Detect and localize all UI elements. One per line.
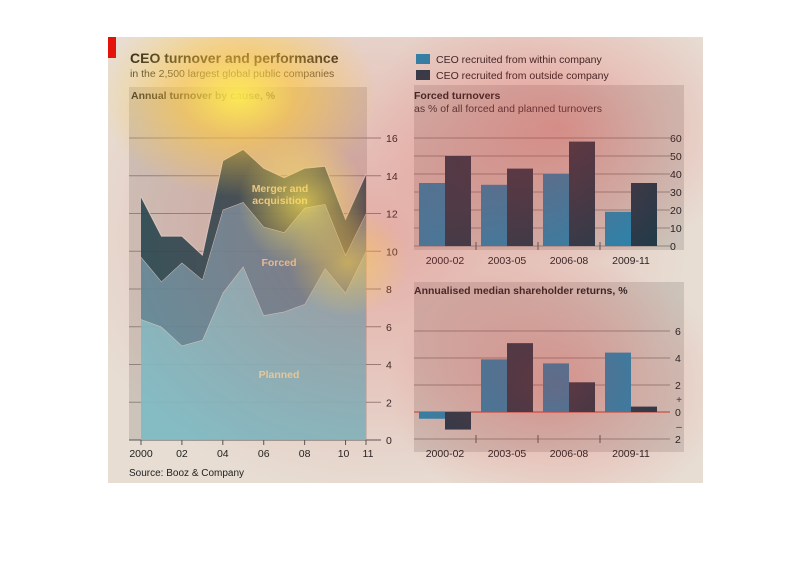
y-tick-label: 6	[386, 322, 392, 334]
x-tick-label: 10	[338, 448, 350, 460]
x-tick-label: 2003-05	[488, 255, 527, 267]
bar-outside	[507, 168, 533, 246]
area-chart: Annual turnover by cause, % 024681012141…	[129, 87, 398, 460]
x-tick-label: 04	[217, 448, 229, 460]
y-tick-label: 30	[670, 187, 682, 199]
legend-label-outside: CEO recruited from outside company	[436, 70, 609, 82]
x-tick-label: 2000-02	[426, 255, 465, 267]
x-tick-label: 2000	[129, 448, 153, 460]
sign-plus: +	[676, 395, 682, 406]
returns-chart-title: Annualised median shareholder returns, %	[414, 285, 628, 297]
bar-inside	[543, 174, 569, 246]
source-note: Source: Booz & Company	[129, 468, 244, 479]
bar-inside	[605, 211, 631, 246]
label-merger: Merger and acquisition	[252, 183, 309, 207]
y-tick-label: 50	[670, 151, 682, 163]
x-tick-label: 02	[176, 448, 188, 460]
bar-outside	[569, 141, 595, 246]
area-x-ticks: 2000 02 04 06 08 10 11	[129, 440, 374, 460]
y-tick-label: 60	[670, 133, 682, 145]
chart-title: CEO turnover and performance	[130, 50, 339, 66]
x-tick-label: 08	[299, 448, 311, 460]
x-tick-label: 06	[258, 448, 270, 460]
y-tick-label: 2	[675, 380, 681, 392]
y-tick-label: 2	[675, 434, 681, 446]
returns-x-ticks: 2000-02 2003-05 2006-08 2009-11	[426, 435, 650, 460]
x-tick-label: 2006-08	[550, 448, 589, 460]
label-planned: Planned	[259, 369, 300, 381]
y-tick-label: 4	[675, 353, 681, 365]
shareholder-returns-chart: Annualised median shareholder returns, %…	[414, 282, 684, 460]
forced-bars	[419, 141, 657, 246]
bar-outside	[445, 412, 471, 430]
bar-outside	[569, 382, 595, 412]
y-tick-label: 0	[670, 241, 676, 253]
x-tick-label: 2006-08	[550, 255, 589, 267]
bar-outside	[631, 183, 657, 246]
x-tick-label: 2003-05	[488, 448, 527, 460]
legend-swatch-outside	[416, 70, 430, 80]
y-tick-label: 10	[386, 246, 398, 258]
forced-turnovers-chart: Forced turnovers as % of all forced and …	[414, 85, 684, 267]
y-tick-label: 12	[386, 209, 398, 221]
y-tick-label: 4	[386, 360, 392, 372]
returns-bars	[419, 343, 657, 430]
y-tick-label: 20	[670, 205, 682, 217]
y-tick-label: 0	[386, 435, 392, 447]
x-tick-label: 2000-02	[426, 448, 465, 460]
bar-inside	[543, 363, 569, 412]
y-tick-label: 10	[670, 223, 682, 235]
chart-subtitle: in the 2,500 largest global public compa…	[130, 68, 334, 80]
forced-x-ticks: 2000-02 2003-05 2006-08 2009-11	[426, 242, 650, 267]
y-tick-label: 16	[386, 133, 398, 145]
returns-y-ticks: 2 0 2 4 6	[675, 326, 681, 446]
legend-label-inside: CEO recruited from within company	[436, 54, 602, 66]
bar-inside	[419, 183, 445, 246]
legend-swatch-inside	[416, 54, 430, 64]
y-tick-label: 40	[670, 169, 682, 181]
bar-inside	[481, 184, 507, 246]
y-tick-label: 14	[386, 171, 398, 183]
forced-chart-subtitle: as % of all forced and planned turnovers	[414, 103, 602, 115]
bar-outside	[507, 343, 533, 412]
forced-y-ticks: 0 10 20 30 40 50 60	[670, 133, 682, 253]
x-tick-label: 11	[363, 448, 374, 460]
area-y-ticks: 0 2 4 6 8 10 12 14 16	[386, 133, 398, 447]
bar-outside	[445, 156, 471, 246]
label-forced: Forced	[261, 257, 296, 269]
bar-inside	[419, 412, 445, 419]
y-tick-label: 6	[675, 326, 681, 338]
x-tick-label: 2009-11	[612, 448, 650, 460]
bar-outside	[631, 406, 657, 412]
area-chart-title: Annual turnover by cause, %	[131, 90, 276, 102]
y-tick-label: 8	[386, 284, 392, 296]
forced-chart-title: Forced turnovers	[414, 90, 501, 102]
bar-inside	[481, 359, 507, 412]
bar-inside	[605, 352, 631, 412]
y-tick-label: 0	[675, 407, 681, 419]
x-tick-label: 2009-11	[612, 255, 650, 267]
sign-minus: –	[676, 422, 682, 433]
y-tick-label: 2	[386, 397, 392, 409]
legend: CEO recruited from within company CEO re…	[416, 54, 609, 82]
